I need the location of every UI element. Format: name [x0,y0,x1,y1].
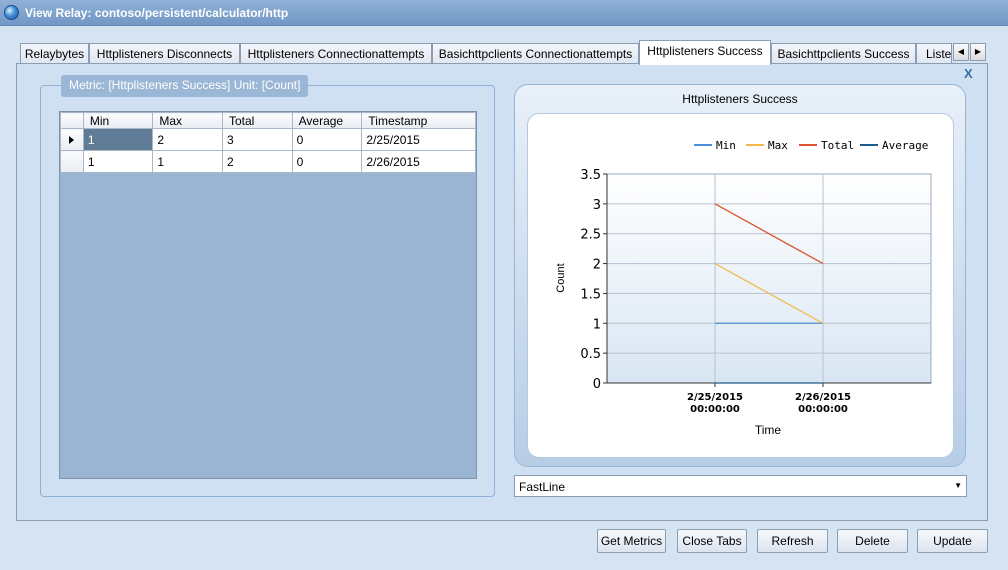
title-bar: View Relay: contoso/persistent/calculato… [0,0,1008,26]
x-tick-label-time: 00:00:00 [798,404,848,415]
plot-area [606,173,932,384]
row-header-corner [60,112,84,129]
y-tick-label: 1.5 [580,287,601,302]
table-cell[interactable]: 1 [82,128,154,151]
x-tick-label-date: 2/26/2015 [795,392,851,403]
table-cell[interactable]: 0 [291,128,363,151]
column-header[interactable]: Max [152,112,223,129]
x-tick-label-time: 00:00:00 [690,404,740,415]
update-button[interactable]: Update [917,529,988,553]
window-title: View Relay: contoso/persistent/calculato… [25,6,289,20]
y-tick-label: 0 [593,377,601,392]
y-tick-label: 3.5 [580,168,601,183]
table-row[interactable]: 1 2 3 0 2/25/2015 [60,128,476,151]
chart-type-select[interactable]: FastLine ▼ [514,475,967,497]
y-axis-title: Count [555,263,567,292]
metrics-grid[interactable]: Min Max Total Average Timestamp 1 2 3 0 … [59,111,477,479]
delete-button[interactable]: Delete [837,529,908,553]
table-row[interactable]: 1 1 2 0 2/26/2015 [60,150,476,173]
series-line-total [714,203,824,265]
table-cell[interactable]: 3 [221,128,293,151]
metrics-table: Min Max Total Average Timestamp 1 2 3 0 … [60,112,476,173]
column-header[interactable]: Average [291,112,363,129]
legend-label-max: Max [768,139,788,152]
y-tick-label: 3 [593,198,601,213]
x-tick-label-date: 2/25/2015 [687,392,743,403]
table-cell[interactable]: 2/26/2015 [361,150,476,173]
chart-title: Httplisteners Success [682,92,798,106]
table-cell[interactable]: 1 [82,150,154,173]
close-tab-icon[interactable]: X [964,66,973,81]
x-axis-title: Time [755,423,782,437]
legend-label-total: Total [821,139,854,152]
legend-label-min: Min [716,139,736,152]
y-tick-label: 1 [593,317,601,332]
table-cell[interactable]: 0 [291,150,363,173]
chart-type-value: FastLine [519,480,566,494]
row-header[interactable] [60,128,84,151]
y-tick-label: 2.5 [580,228,601,243]
close-tabs-button[interactable]: Close Tabs [677,529,747,553]
dropdown-arrow-icon: ▼ [954,481,962,490]
metric-legend: Metric: [Httplisteners Success] Unit: [C… [61,75,309,97]
globe-icon [4,5,19,20]
legend-label-average: Average [882,139,928,152]
table-cell[interactable]: 1 [152,150,223,173]
table-cell[interactable]: 2 [221,150,293,173]
y-tick-label: 0.5 [580,347,601,362]
series-line-max [714,263,824,324]
get-metrics-button[interactable]: Get Metrics [597,529,666,553]
refresh-button[interactable]: Refresh [757,529,828,553]
current-row-arrow-icon [69,135,75,144]
y-tick-label: 2 [593,258,601,273]
